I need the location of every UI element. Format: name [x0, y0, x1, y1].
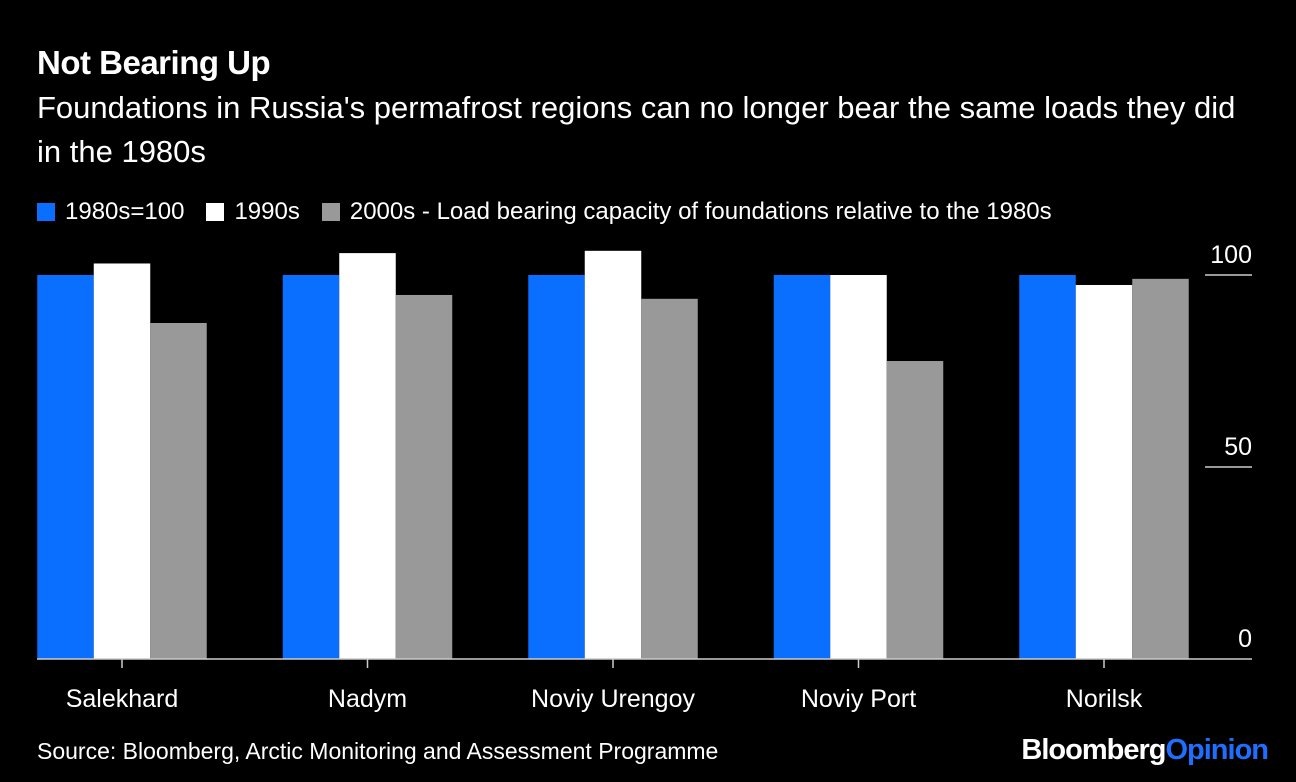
legend-label: 2000s - Load bearing capacity of foundat… [349, 198, 1052, 225]
legend-label: 1990s [234, 198, 300, 225]
bar [584, 250, 642, 660]
legend-label: 1980s=100 [65, 198, 185, 225]
bar [830, 275, 887, 659]
bar [773, 275, 831, 659]
y-tick-label: 50 [1224, 433, 1252, 461]
legend-swatch [321, 203, 340, 221]
bar [93, 263, 151, 659]
y-tick-label: 0 [1238, 625, 1252, 653]
x-tick-label: Noviy Port [801, 685, 916, 713]
bar [395, 294, 453, 659]
chart-subtitle: Foundations in Russia's permafrost regio… [37, 90, 1236, 169]
legend-swatch [37, 203, 55, 221]
legend: 1980s=100 1990s 2000s - Load bearing cap… [37, 198, 1074, 226]
bar [282, 275, 340, 659]
bloomberg-opinion-logo: BloombergOpinion [1021, 734, 1269, 766]
source-note: Source: Bloomberg, Arctic Monitoring and… [37, 738, 719, 764]
bar [1132, 278, 1189, 659]
legend-item: 1980s=100 [37, 198, 184, 226]
bar [886, 361, 944, 659]
chart-title: Not Bearing Up [37, 44, 271, 81]
bar [37, 275, 94, 659]
x-tick-label: Salekhard [66, 685, 179, 713]
x-tick-label: Norilsk [1066, 685, 1143, 713]
y-tick-label: 100 [1210, 241, 1252, 269]
x-tick-label: Nadym [328, 685, 407, 713]
bar [528, 275, 585, 659]
legend-swatch [206, 203, 225, 221]
x-tick-label: Noviy Urengoy [531, 685, 695, 713]
bar [1075, 284, 1133, 659]
bar [339, 253, 396, 659]
legend-item: 1990s [206, 198, 300, 226]
bar [150, 323, 207, 659]
legend-item: 2000s - Load bearing capacity of foundat… [321, 198, 1052, 226]
bar [641, 298, 698, 659]
bar [1019, 275, 1076, 659]
